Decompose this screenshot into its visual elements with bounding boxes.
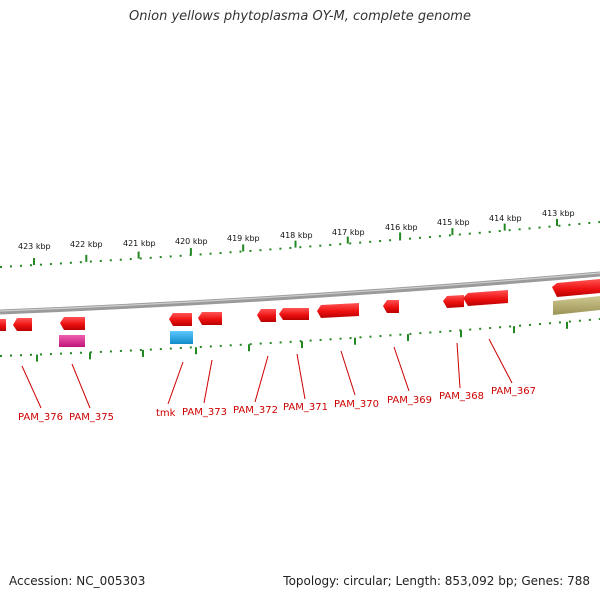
gene-label-pam-370: PAM_370	[334, 399, 379, 410]
leader-line	[488, 338, 513, 384]
gene-arrow[interactable]	[463, 290, 508, 306]
gene-label-pam-367: PAM_367	[491, 386, 536, 397]
gene-label-pam-371: PAM_371	[283, 402, 328, 413]
leader-line	[71, 363, 91, 409]
kbp-label: 422 kbp	[70, 240, 103, 249]
gene-label-pam-372: PAM_372	[233, 405, 278, 416]
outer-ruler-labels: 423 kbp 422 kbp 421 kbp 420 kbp 419 kbp …	[18, 209, 575, 251]
genome-summary-text: Topology: circular; Length: 853,092 bp; …	[283, 574, 590, 588]
kbp-label: 416 kbp	[385, 223, 418, 232]
accession-text: Accession: NC_005303	[9, 574, 146, 588]
leader-line	[203, 359, 213, 404]
gene-label-pam-375: PAM_375	[69, 412, 114, 423]
kbp-label: 415 kbp	[437, 218, 470, 227]
gene-label-tmk: tmk	[156, 408, 176, 419]
leader-line	[456, 342, 461, 389]
leader-line	[340, 350, 356, 396]
gene-arrow[interactable]	[198, 312, 222, 325]
leader-line	[393, 346, 410, 392]
gene-arrow[interactable]	[552, 279, 600, 297]
gene-arrow[interactable]	[383, 300, 399, 313]
gene-box[interactable]	[59, 335, 85, 347]
gene-arrow[interactable]	[279, 308, 309, 320]
gene-arrow[interactable]	[13, 318, 32, 331]
gene-arrow[interactable]	[317, 303, 359, 318]
gene-arrow[interactable]	[0, 319, 6, 331]
gene-box[interactable]	[170, 331, 193, 344]
kbp-label: 418 kbp	[280, 231, 313, 240]
gene-arrow[interactable]	[443, 295, 464, 308]
kbp-label: 417 kbp	[332, 228, 365, 237]
gene-arrow[interactable]	[169, 313, 192, 326]
inner-ruler	[0, 318, 600, 362]
gene-features	[0, 279, 600, 347]
gene-label-pam-368: PAM_368	[439, 391, 484, 402]
genome-backbone	[0, 271, 600, 315]
gene-label-pam-373: PAM_373	[182, 407, 227, 418]
gene-label-pam-376: PAM_376	[18, 412, 63, 423]
leader-line	[167, 361, 184, 405]
gene-box[interactable]	[553, 296, 600, 315]
leader-line	[296, 353, 306, 400]
gene-arrow[interactable]	[257, 309, 276, 322]
gene-labels: PAM_376 PAM_375 tmk PAM_373 PAM_372 PAM_…	[18, 386, 536, 423]
kbp-label: 414 kbp	[489, 214, 522, 223]
backbone-highlight	[0, 272, 600, 312]
backbone-track	[0, 271, 600, 315]
leader-line	[21, 365, 42, 409]
kbp-label: 420 kbp	[175, 237, 208, 246]
gene-label-pam-369: PAM_369	[387, 395, 432, 406]
gene-label-leaders	[21, 338, 513, 409]
gene-arrow[interactable]	[60, 317, 85, 330]
kbp-label: 421 kbp	[123, 239, 156, 248]
inner-ruler-major-ticks	[36, 321, 568, 362]
outer-ruler-major-ticks	[33, 218, 558, 266]
outer-ruler: 423 kbp 422 kbp 421 kbp 420 kbp 419 kbp …	[0, 209, 600, 268]
page-title: Onion yellows phytoplasma OY-M, complete…	[129, 9, 471, 24]
kbp-label: 419 kbp	[227, 234, 260, 243]
leader-line	[254, 355, 269, 403]
inner-ruler-minor-ticks	[0, 318, 600, 357]
kbp-label: 413 kbp	[542, 209, 575, 218]
outer-ruler-minor-ticks	[0, 221, 600, 268]
kbp-label: 423 kbp	[18, 242, 51, 251]
